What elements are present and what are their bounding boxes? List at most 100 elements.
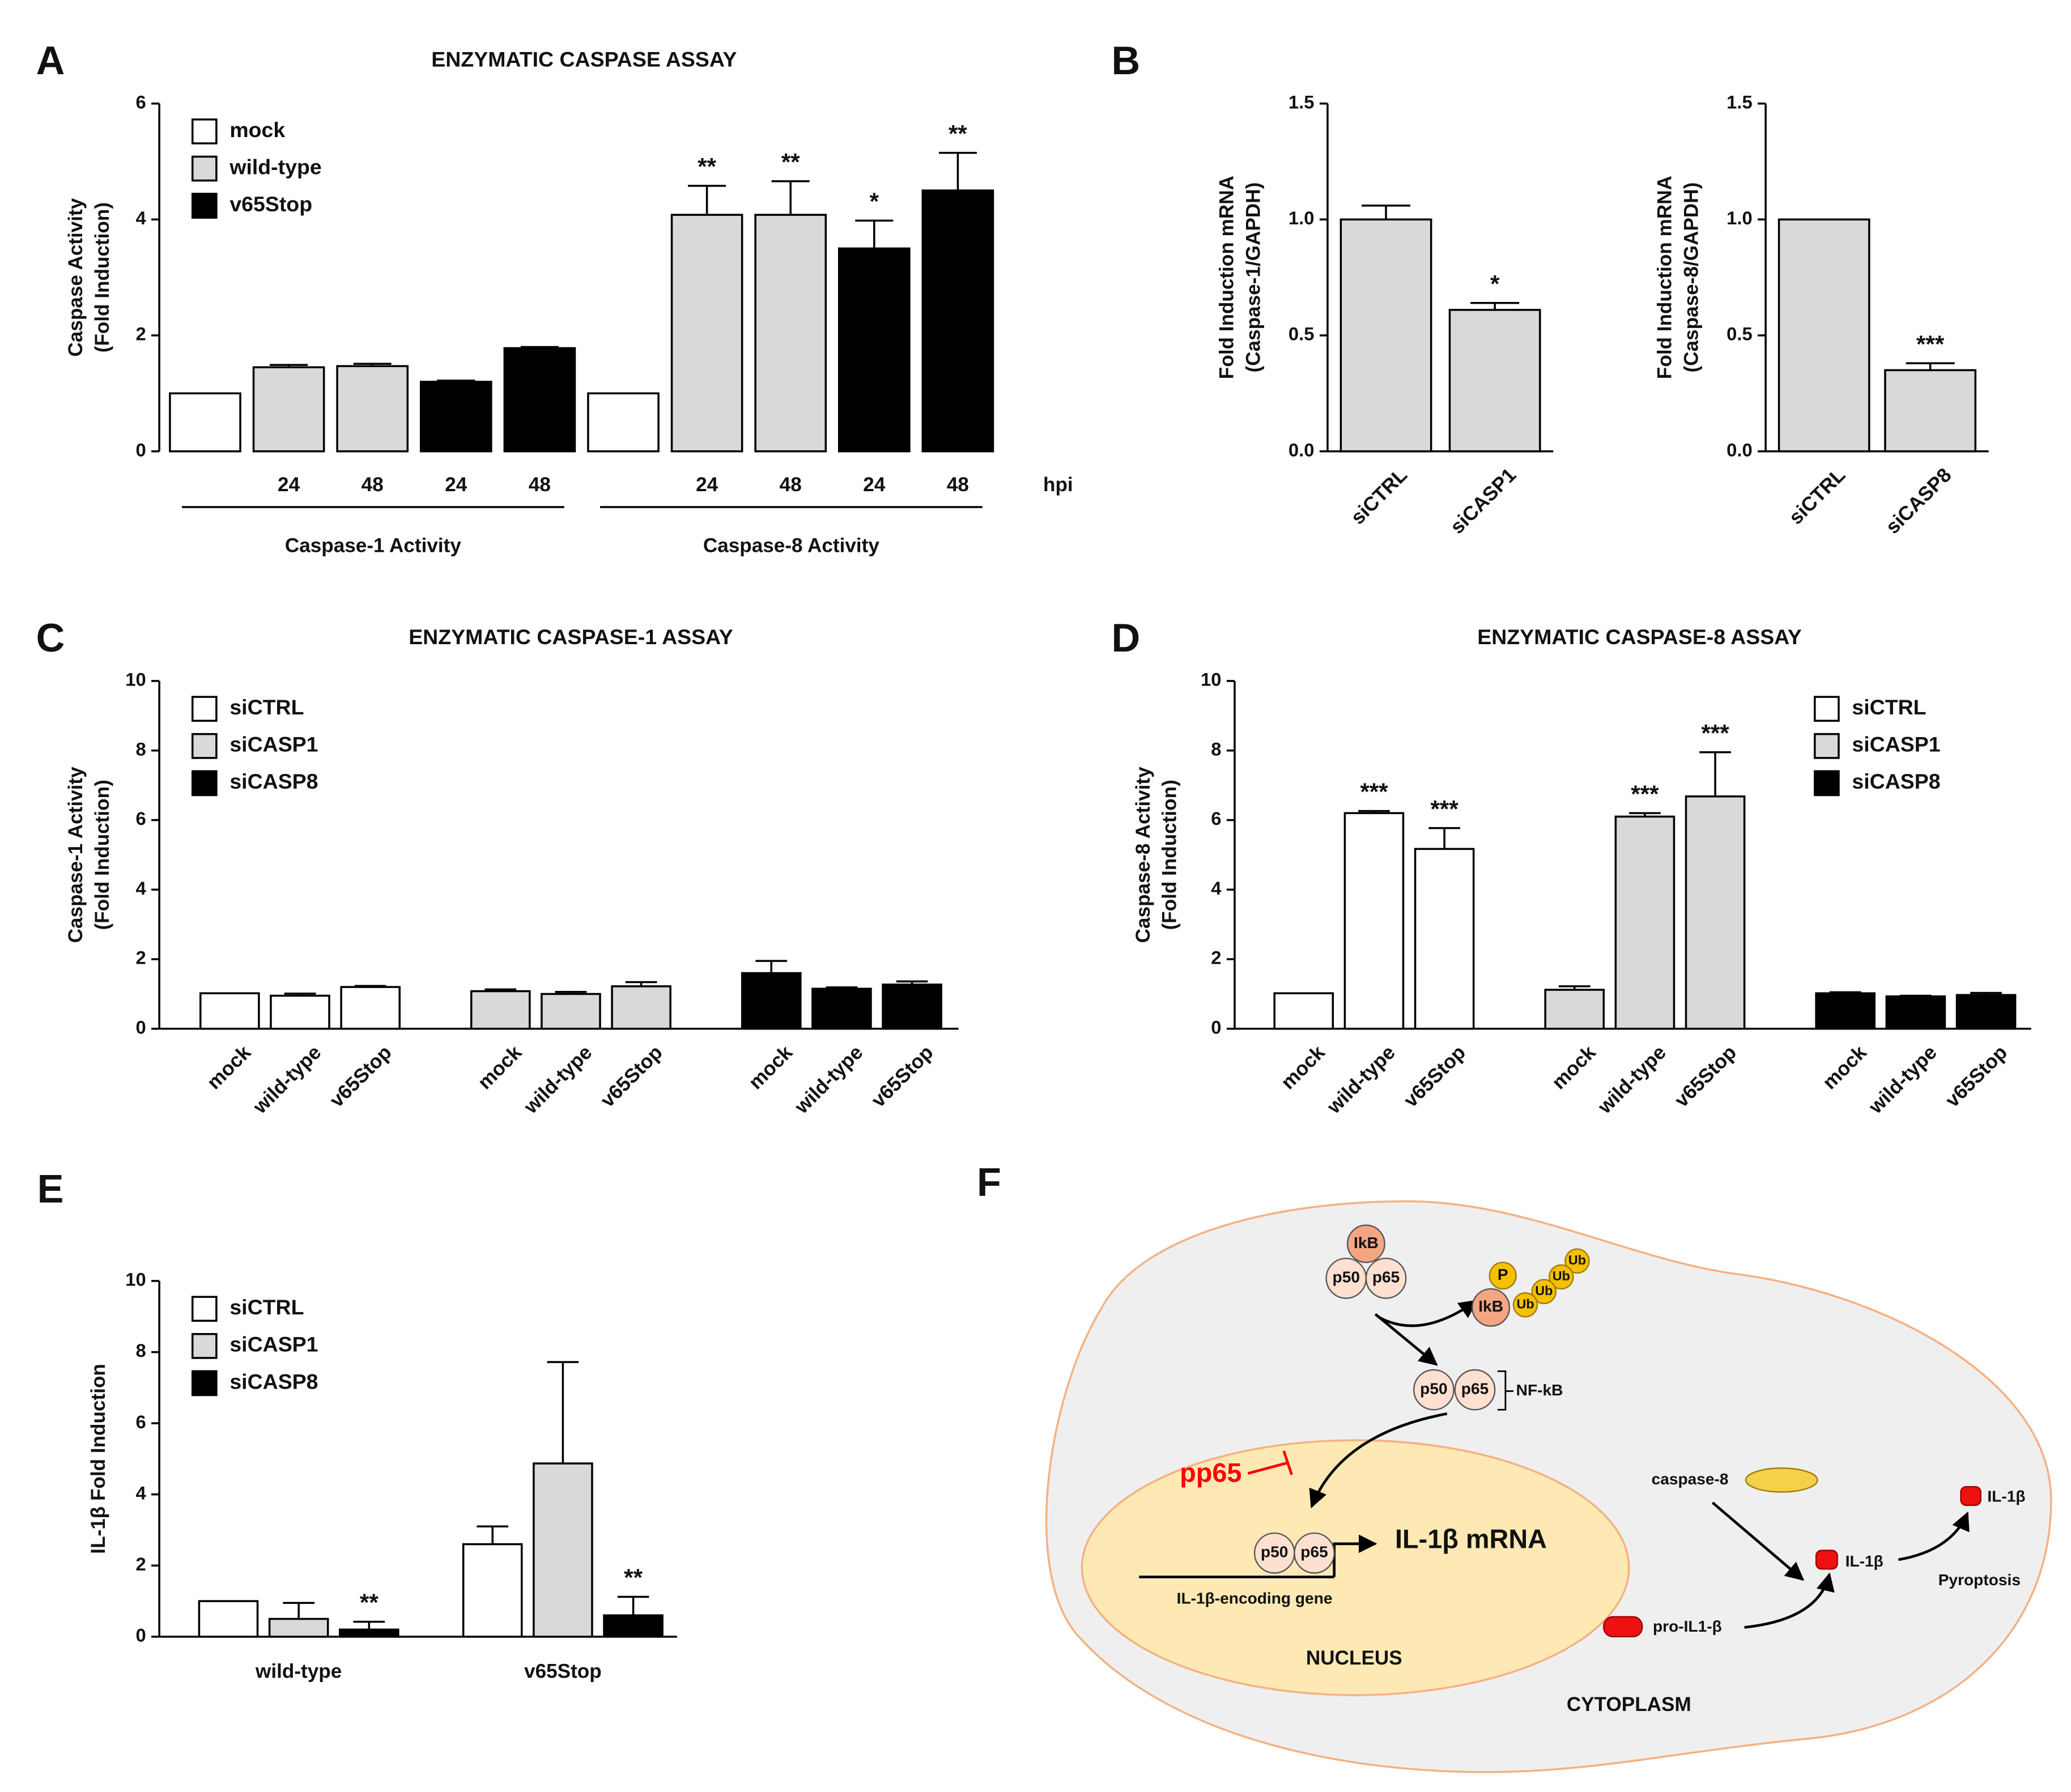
bracket [1497, 1370, 1513, 1411]
il1b [1960, 1485, 1981, 1506]
label: P [1498, 1266, 1508, 1283]
legend-label: mock [229, 118, 285, 142]
chart-title: ENZYMATIC CASPASE-1 ASSAY [409, 625, 733, 649]
legend-label: siCASP8 [229, 1369, 318, 1393]
y-tick-label: 6 [135, 1411, 146, 1432]
label: p50 [1261, 1543, 1288, 1561]
significance: ** [624, 1564, 643, 1591]
bar [811, 987, 872, 1030]
bar [462, 1543, 523, 1638]
significance: *** [1631, 781, 1659, 807]
error-bar [270, 364, 308, 368]
significance: ** [360, 1589, 379, 1616]
y-axis-label: Fold Induction mRNA [1216, 176, 1238, 379]
error-bar [484, 988, 517, 991]
bar [252, 366, 325, 453]
label: IL-1β-encoding gene [1177, 1590, 1333, 1607]
x-tick-label: 24 [278, 474, 300, 496]
bar [199, 992, 260, 1030]
error-bar [938, 151, 977, 191]
label: Ub [1568, 1253, 1586, 1267]
bar [603, 1614, 664, 1638]
bar [198, 1600, 259, 1638]
y-tick-label: 1.5 [1288, 91, 1315, 112]
y-tick-label: 1.0 [1726, 207, 1753, 228]
error-bar [1428, 827, 1460, 849]
panel-letter: F [977, 1160, 1001, 1204]
x-tick-label: 24 [696, 474, 718, 496]
x-tick-label: 48 [780, 474, 802, 496]
legend-label: siCTRL [1852, 695, 1926, 719]
legend-swatch [191, 696, 218, 722]
legend-label: siCTRL [229, 1295, 304, 1319]
bar [921, 189, 994, 453]
error-bar [1362, 205, 1411, 220]
y-tick-label: 0 [1211, 1016, 1221, 1037]
legend-swatch [191, 155, 218, 182]
error-bar [477, 1525, 509, 1544]
bar [1815, 992, 1876, 1030]
bar [1955, 994, 2017, 1030]
label: Pyroptosis [1938, 1571, 2021, 1589]
error-bar [1558, 985, 1591, 990]
y-axis-label: IL-1β Fold Induction [87, 1364, 109, 1554]
arrow [1377, 1300, 1478, 1327]
y-axis-label: Caspase-8 Activity [1132, 767, 1154, 943]
label: NUCLEUS [1306, 1647, 1402, 1669]
label: p65 [1372, 1269, 1400, 1286]
bar [1273, 992, 1334, 1030]
error-bar [755, 960, 788, 973]
p50 [1413, 1369, 1455, 1411]
bar [339, 1628, 399, 1638]
x-tick-label: wild-type [255, 1660, 342, 1682]
label: p65 [1461, 1380, 1489, 1397]
p65 [1454, 1369, 1496, 1411]
label: IL-1β [1845, 1552, 1883, 1570]
label: Ub [1535, 1283, 1553, 1298]
chart-title: ENZYMATIC CASPASE-8 ASSAY [1477, 625, 1802, 649]
legend-label: siCASP1 [229, 1333, 318, 1356]
error-bar [1970, 991, 2002, 995]
ub [1512, 1292, 1538, 1318]
label: IkB [1478, 1297, 1503, 1315]
legend-swatch [191, 193, 218, 219]
significance: ** [698, 154, 716, 180]
phosphate [1489, 1261, 1517, 1290]
legend-label: siCASP8 [229, 769, 318, 793]
ub [1549, 1264, 1574, 1290]
legend-label: siCTRL [229, 695, 304, 719]
bar [419, 381, 492, 453]
ub [1564, 1248, 1590, 1274]
error-bar [547, 1361, 579, 1464]
legend-label: wild-type [229, 155, 321, 178]
label: p50 [1420, 1380, 1447, 1397]
bar [1885, 995, 1946, 1030]
legend-swatch [191, 1296, 218, 1322]
legend-swatch [191, 1333, 218, 1359]
y-axis-label: (Fold Induction) [91, 780, 113, 930]
arrow [1309, 1412, 1448, 1509]
y-tick-label: 4 [135, 207, 146, 228]
bar [837, 247, 911, 453]
x-unit: hpi [1043, 474, 1073, 496]
y-tick-label: 2 [1211, 947, 1221, 968]
y-tick-label: 10 [1201, 669, 1221, 690]
panel-letter: B [1111, 38, 1140, 83]
legend-label: siCASP8 [1852, 769, 1940, 793]
arrow [1374, 1313, 1438, 1366]
label: caspase-8 [1652, 1470, 1729, 1488]
significance: ** [781, 149, 800, 176]
group-label: Caspase-1 Activity [285, 535, 462, 557]
error-bar [625, 981, 657, 986]
pathway-diagram: F IkB p50 p65 P IkB Ub Ub Ub Ub p50 p65 … [977, 1160, 2052, 1773]
group-label: Caspase-8 Activity [703, 535, 880, 557]
error-bar [1906, 362, 1955, 371]
ikb [1472, 1288, 1511, 1327]
bar [1414, 848, 1475, 1030]
arrow [1711, 1501, 1805, 1581]
error-bar [1699, 751, 1731, 797]
x-tick-label: 24 [445, 474, 467, 496]
legend-label: siCASP1 [229, 733, 318, 756]
inhibition [1247, 1450, 1293, 1475]
